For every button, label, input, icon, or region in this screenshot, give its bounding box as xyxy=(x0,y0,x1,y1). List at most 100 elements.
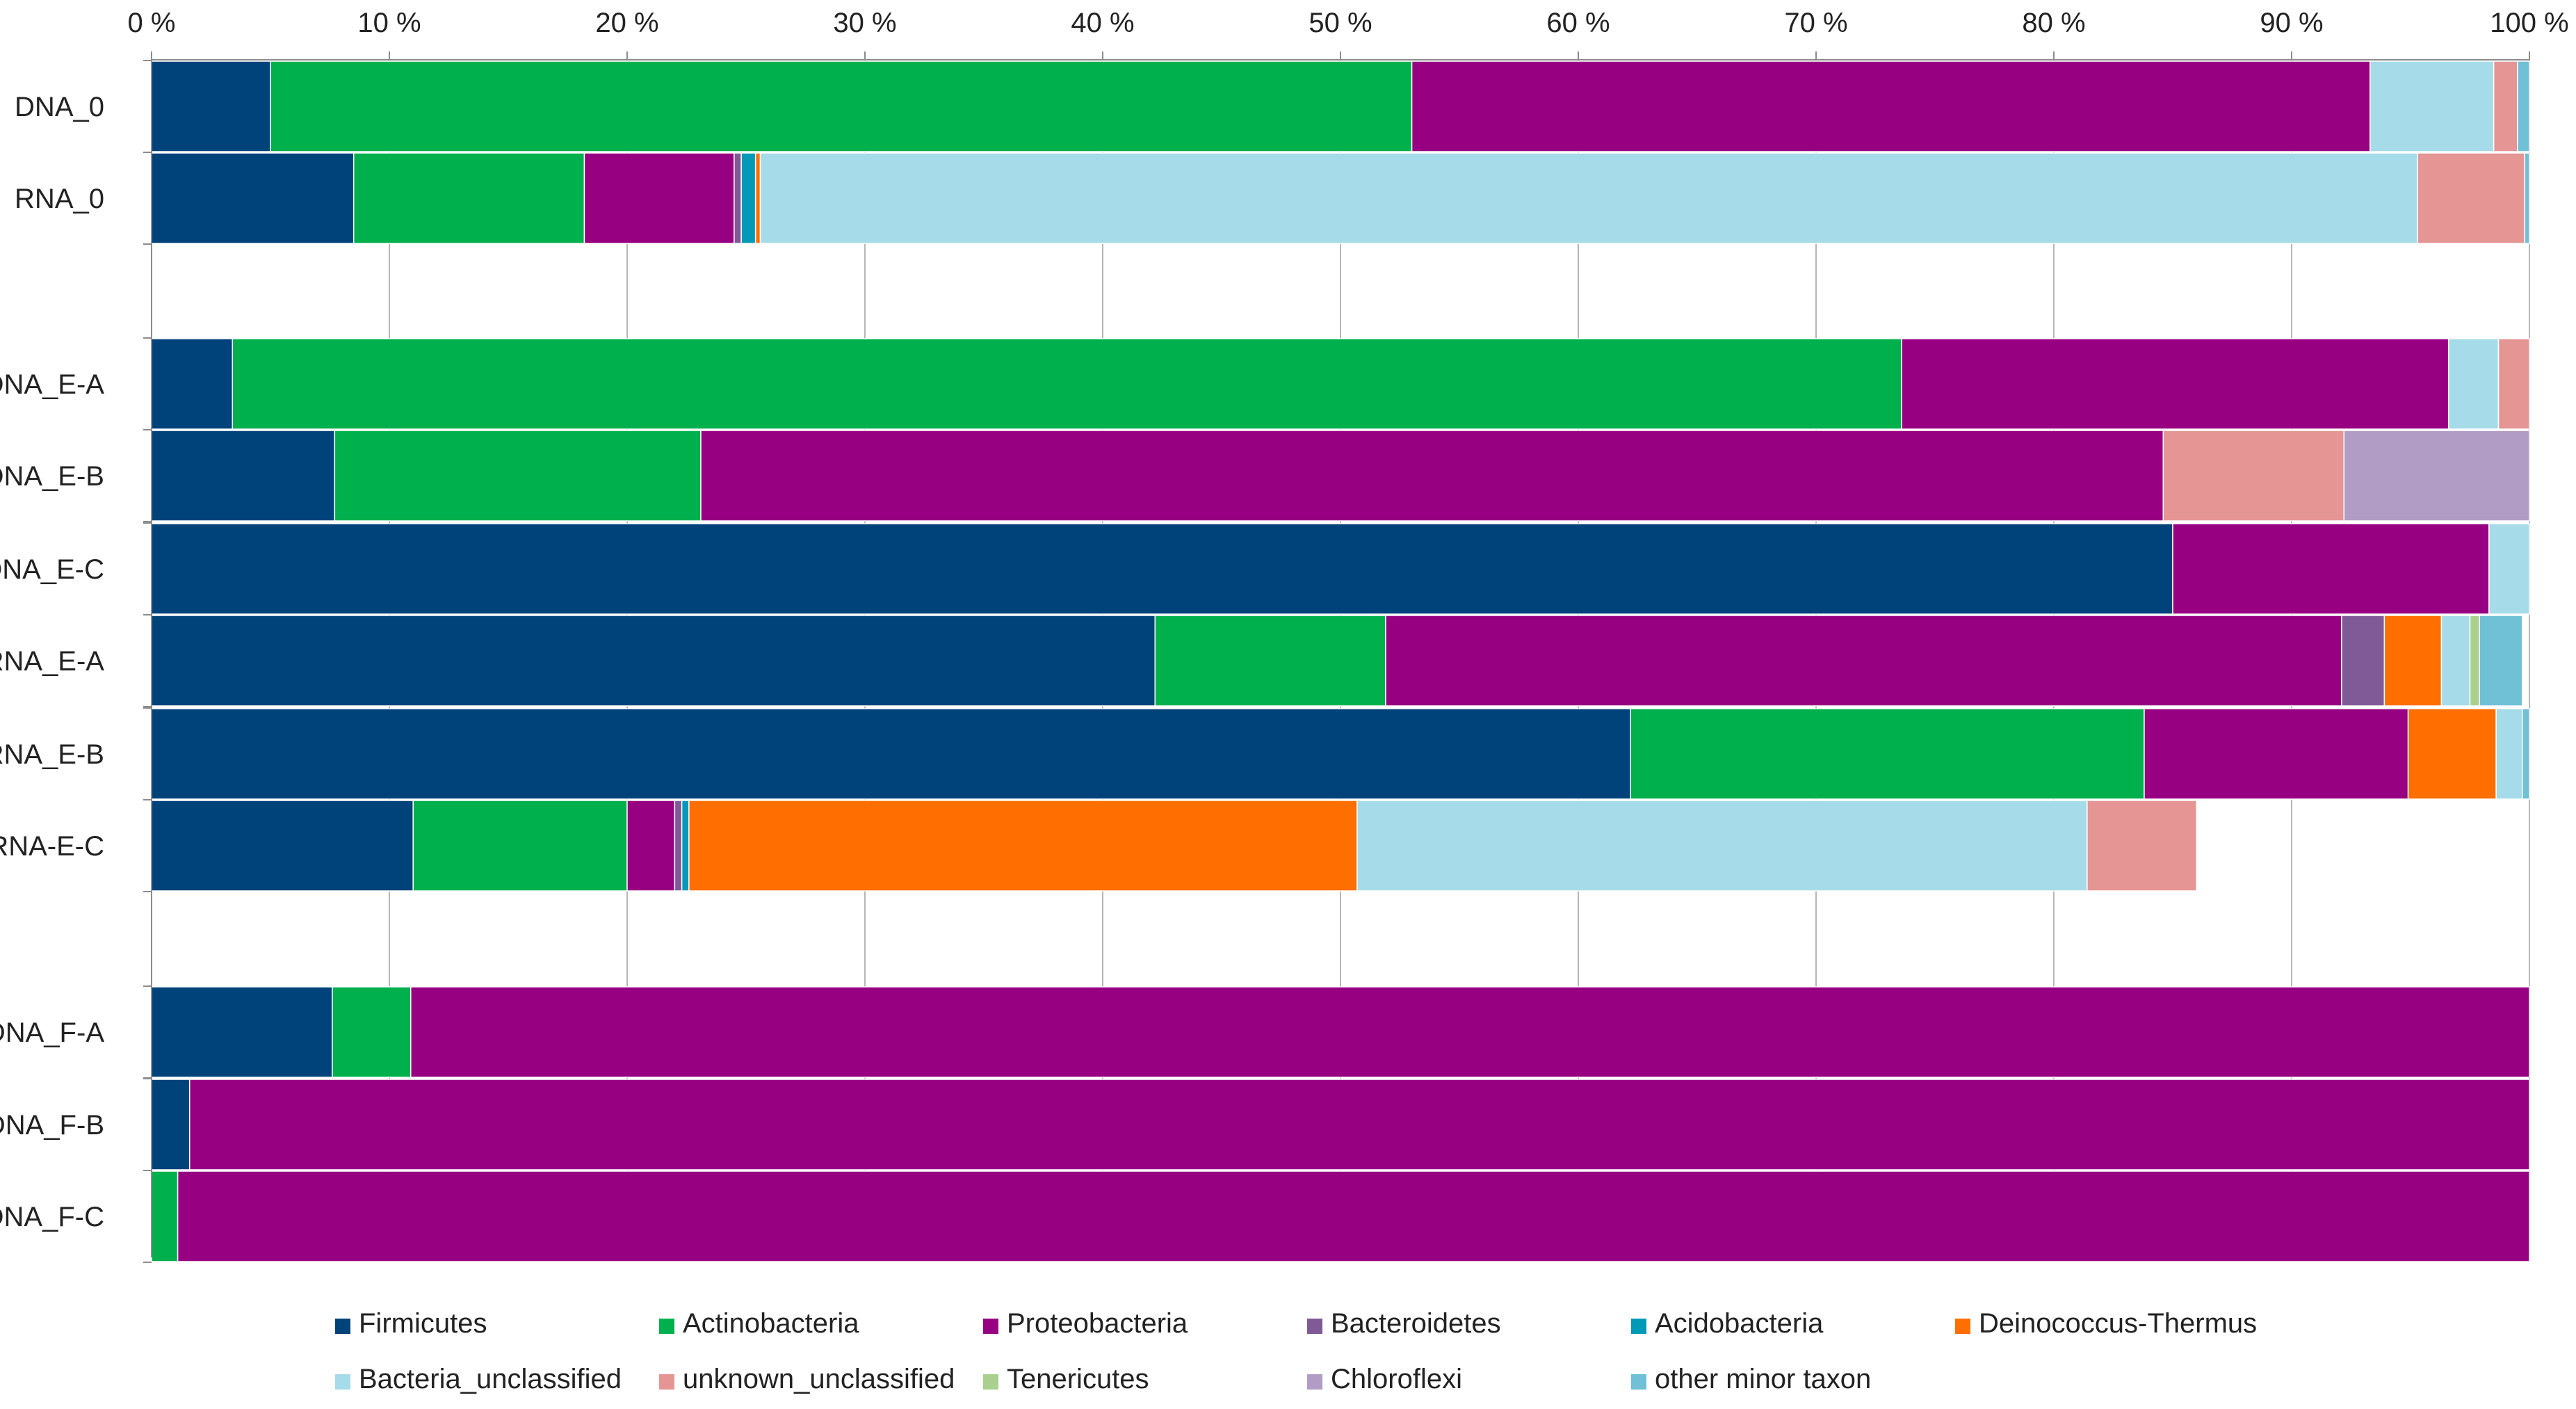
bar-dna-0-unknown-unclassified xyxy=(2493,61,2518,152)
bar-dna-e-b-chloroflexi xyxy=(2343,430,2530,522)
category-label: DNA_E-C xyxy=(0,554,104,585)
bar-dna-e-a-proteobacteria xyxy=(1901,338,2449,430)
category-label: RNA-E-C xyxy=(0,831,104,862)
bar-dna-e-c-proteobacteria xyxy=(2172,523,2490,615)
bar-rna-e-b-other-minor-taxon xyxy=(2521,708,2530,800)
bar-rna-0-actinobacteria xyxy=(353,152,585,244)
legend-label: Proteobacteria xyxy=(1007,1308,1188,1339)
bars xyxy=(151,61,2530,1262)
bar-dna-e-b-actinobacteria xyxy=(334,430,702,522)
bar-dna-e-a-firmicutes xyxy=(151,338,234,430)
legend-swatch-unknown-unclassified xyxy=(659,1374,674,1390)
bar-rna-0-other-minor-taxon xyxy=(2524,152,2530,244)
bar-dna-e-c-firmicutes xyxy=(151,523,2173,615)
bar-rna-0-bacteria-unclassified xyxy=(759,152,2419,244)
bar-dna-0-proteobacteria xyxy=(1411,61,2371,152)
x-tick-label: 90 % xyxy=(2260,8,2323,38)
legend-swatch-bacteroidetes xyxy=(1307,1319,1322,1334)
bar-rna-e-a-other-minor-taxon xyxy=(2479,615,2523,707)
category-label: DNA_F-A xyxy=(0,1017,104,1048)
bar-rna-e-c-bacteria-unclassified xyxy=(1356,800,2088,892)
bar-dna-f-a-proteobacteria xyxy=(410,986,2530,1078)
bar-rna-e-c-deinococcus-thermus xyxy=(688,800,1358,892)
bar-rna-e-b-proteobacteria xyxy=(2144,708,2409,800)
bar-rna-e-c-bacteroidetes xyxy=(674,800,683,892)
category-label: DNA_0 xyxy=(15,92,104,122)
x-axis-tick-labels: 0 % 10 % 20 % 30 % 40 % 50 % 60 % 70 % 80 % 90 % 1… xyxy=(128,8,2569,38)
bar-dna-e-c-bacteria-unclassified xyxy=(2488,523,2530,615)
bar-rna-e-a-firmicutes xyxy=(151,615,1156,707)
bar-rna-e-b-bacteria-unclassified xyxy=(2495,708,2523,800)
legend-swatch-chloroflexi xyxy=(1307,1374,1322,1390)
bar-dna-e-a-unknown-unclassified xyxy=(2497,338,2530,430)
bar-rna-0-deinococcus-thermus xyxy=(754,152,761,244)
bar-dna-e-a-bacteria-unclassified xyxy=(2447,338,2500,430)
bar-rna-e-a-proteobacteria xyxy=(1385,615,2342,707)
legend-swatch-bacteria-unclassified xyxy=(335,1374,350,1390)
x-tick-label: 0 % xyxy=(128,8,176,38)
category-label: RNA_E-B xyxy=(0,739,104,770)
legend-label: Bacteroidetes xyxy=(1331,1308,1501,1339)
bar-rna-e-a-bacteria-unclassified xyxy=(2440,615,2471,707)
bar-rna-0-firmicutes xyxy=(151,152,355,244)
legend-label: Bacteria_unclassified xyxy=(359,1364,622,1394)
x-tick-label: 50 % xyxy=(1309,8,1372,38)
legend-label: other minor taxon xyxy=(1655,1364,1871,1394)
legend-label: Actinobacteria xyxy=(683,1308,859,1339)
legend-swatch-tenericutes xyxy=(983,1374,998,1390)
bar-rna-e-b-firmicutes xyxy=(151,708,1631,800)
bar-dna-e-b-proteobacteria xyxy=(700,430,2164,522)
bar-dna-e-b-firmicutes xyxy=(151,430,336,522)
legend: Firmicutes Actinobacteria Proteobacteria Ba… xyxy=(335,1308,2257,1394)
x-tick-label: 70 % xyxy=(1784,8,1847,38)
legend-label: Tenericutes xyxy=(1007,1364,1149,1394)
category-label: RNA_E-A xyxy=(0,646,104,677)
bar-rna-e-c-firmicutes xyxy=(151,800,414,892)
x-tick-label: 30 % xyxy=(833,8,896,38)
bar-dna-e-b-unknown-unclassified xyxy=(2162,430,2344,522)
bar-dna-e-a-actinobacteria xyxy=(232,338,1902,430)
legend-label: Acidobacteria xyxy=(1655,1308,1824,1339)
legend-swatch-other-minor-taxon xyxy=(1631,1374,1646,1390)
category-label: RNA_0 xyxy=(15,184,104,214)
bar-rna-e-c-unknown-unclassified xyxy=(2087,800,2197,892)
bar-rna-e-b-deinococcus-thermus xyxy=(2407,708,2497,800)
category-label: DNA_E-B xyxy=(0,461,104,492)
bar-dna-0-firmicutes xyxy=(151,61,271,152)
bar-dna-0-other-minor-taxon xyxy=(2517,61,2530,152)
bar-rna-0-acidobacteria xyxy=(740,152,756,244)
bar-rna-e-a-bacteroidetes xyxy=(2341,615,2385,707)
bar-rna-e-a-actinobacteria xyxy=(1154,615,1386,707)
bar-dna-f-c-actinobacteria xyxy=(151,1170,179,1262)
bar-dna-f-a-actinobacteria xyxy=(332,986,412,1078)
x-tick-label: 40 % xyxy=(1071,8,1134,38)
category-label: DNA_F-B xyxy=(0,1110,104,1141)
bar-rna-e-c-acidobacteria xyxy=(681,800,690,892)
bar-rna-e-c-proteobacteria xyxy=(626,800,676,892)
legend-swatch-acidobacteria xyxy=(1631,1319,1646,1334)
bar-dna-f-b-firmicutes xyxy=(151,1079,191,1170)
bar-rna-e-a-tenericutes xyxy=(2469,615,2480,707)
legend-swatch-actinobacteria xyxy=(659,1319,674,1334)
bar-dna-f-c-proteobacteria xyxy=(177,1170,2530,1262)
legend-label: Deinococcus-Thermus xyxy=(1979,1308,2257,1339)
legend-label: Chloroflexi xyxy=(1331,1364,1462,1394)
bar-dna-0-bacteria-unclassified xyxy=(2370,61,2495,152)
bar-rna-0-bacteroidetes xyxy=(734,152,742,244)
legend-swatch-firmicutes xyxy=(335,1319,350,1334)
category-label: DNA_F-C xyxy=(0,1202,104,1232)
bar-dna-0-actinobacteria xyxy=(270,61,1413,152)
legend-swatch-proteobacteria xyxy=(983,1319,998,1334)
bar-rna-0-unknown-unclassified xyxy=(2417,152,2525,244)
legend-label: unknown_unclassified xyxy=(683,1364,955,1394)
x-tick-label: 60 % xyxy=(1546,8,1610,38)
x-tick-label: 100 % xyxy=(2490,8,2568,38)
axes xyxy=(143,51,2530,1263)
bar-rna-0-proteobacteria xyxy=(583,152,735,244)
bar-dna-f-a-firmicutes xyxy=(151,986,333,1078)
bar-dna-f-b-proteobacteria xyxy=(188,1079,2530,1170)
legend-swatch-deinococcus-thermus xyxy=(1955,1319,1970,1334)
x-tick-label: 10 % xyxy=(357,8,421,38)
bar-rna-e-b-actinobacteria xyxy=(1630,708,2145,800)
bar-rna-e-a-deinococcus-thermus xyxy=(2383,615,2443,707)
